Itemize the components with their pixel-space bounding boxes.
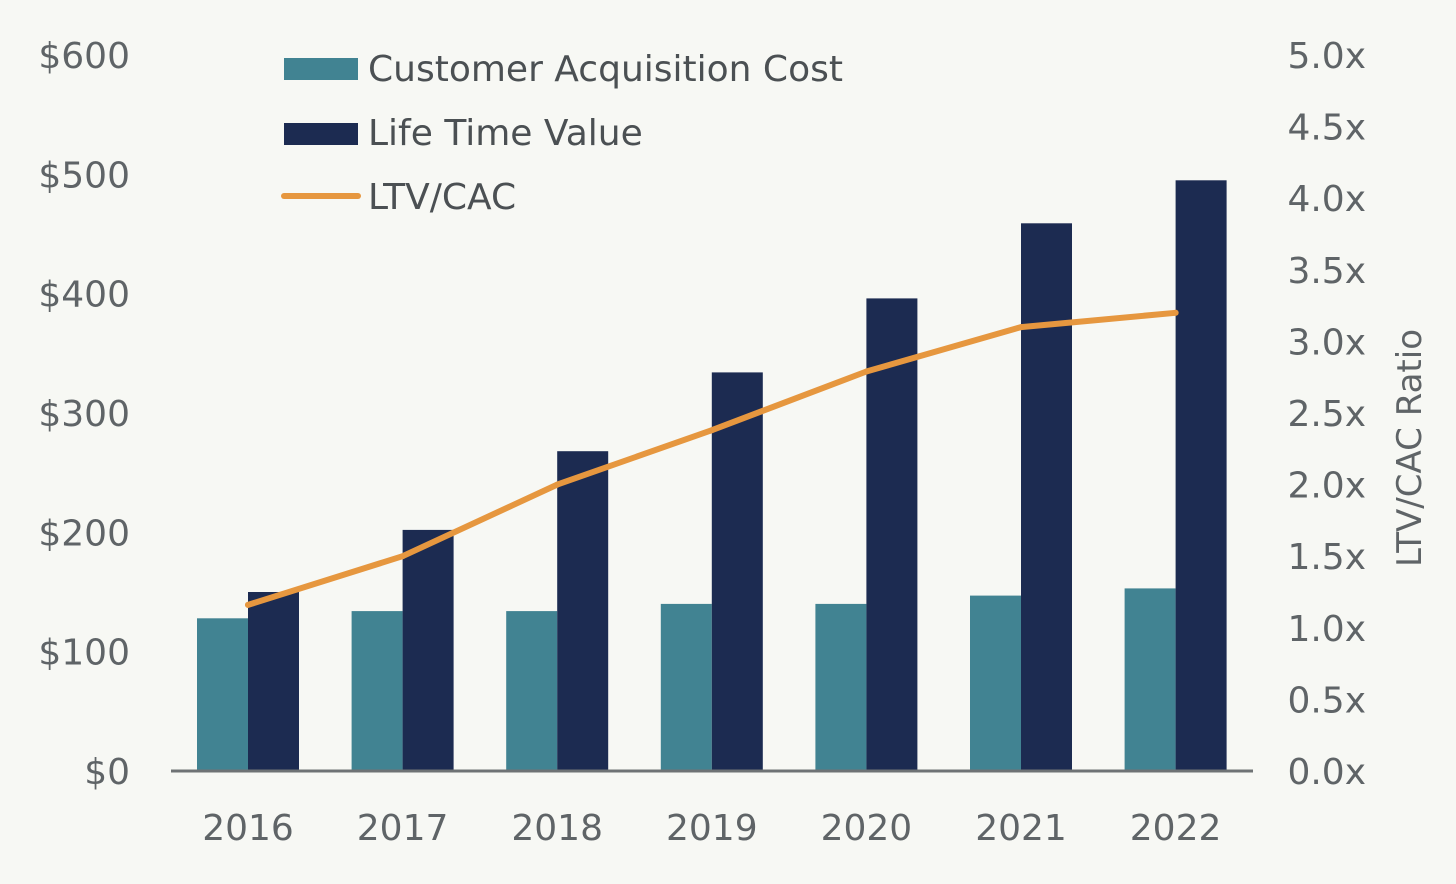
left-tick-label: $400	[38, 275, 130, 316]
x-tick-label-2019: 2019	[666, 808, 758, 849]
bar-cac-2020	[815, 603, 867, 771]
left-tick-label: $200	[38, 513, 130, 554]
right-tick-label: 2.5x	[1287, 394, 1366, 435]
x-tick-label-2022: 2022	[1130, 808, 1222, 849]
left-tick-label: $600	[38, 36, 130, 77]
right-tick-label: 0.5x	[1287, 680, 1366, 721]
legend-swatch-cac	[284, 58, 358, 80]
x-tick-label-2018: 2018	[511, 808, 603, 849]
right-tick-label: 3.5x	[1287, 251, 1366, 292]
right-tick-label: 1.5x	[1287, 537, 1366, 578]
bar-ltv-2020	[866, 298, 918, 771]
ltv-cac-point-2017	[399, 553, 406, 560]
x-tick-label-2016: 2016	[202, 808, 294, 849]
x-tick-label-2020: 2020	[821, 808, 913, 849]
right-axis-title: LTV/CAC Ratio	[1390, 329, 1430, 567]
bar-cac-2018	[506, 611, 558, 771]
left-axis-ticks: $0 $100 $200 $300 $400 $500 $600	[38, 36, 130, 793]
line-layer	[245, 309, 1179, 608]
right-tick-label: 0.0x	[1287, 752, 1366, 793]
legend-label-ratio: LTV/CAC	[368, 177, 516, 218]
left-tick-label: $300	[38, 394, 130, 435]
ltv-cac-point-2019	[708, 427, 715, 434]
bar-ltv-2022	[1175, 180, 1227, 772]
bar-cac-2021	[970, 595, 1021, 771]
x-axis-ticks: 2016 2017 2018 2019 2020 2021 2022	[202, 808, 1221, 849]
bar-cac-2016	[197, 618, 248, 771]
right-tick-label: 5.0x	[1287, 36, 1366, 77]
ltv-cac-point-2021	[1018, 324, 1024, 331]
right-tick-label: 2.0x	[1287, 466, 1366, 507]
right-tick-label: 4.5x	[1287, 108, 1366, 149]
bar-cac-2017	[351, 611, 403, 771]
ltv-cac-point-2018	[554, 481, 561, 488]
bar-ltv-2021	[1021, 223, 1072, 772]
left-tick-label: $100	[38, 633, 130, 674]
bar-cac-2019	[660, 603, 712, 771]
legend-swatch-ltv	[284, 123, 358, 145]
bar-cac-2022	[1124, 588, 1176, 771]
legend: Customer Acquisition Cost Life Time Valu…	[281, 49, 843, 218]
bars-layer	[197, 180, 1227, 772]
left-tick-label: $500	[38, 155, 130, 196]
bar-ltv-2019	[711, 372, 763, 771]
ltv-cac-point-2016	[245, 601, 251, 608]
right-axis-ticks: 0.0x 0.5x 1.0x 1.5x 2.0x 2.5x 3.0x 3.5x 4.0x 4.5x…	[1287, 36, 1366, 793]
bar-ltv-2018	[557, 451, 609, 771]
right-tick-label: 1.0x	[1287, 609, 1366, 650]
bar-ltv-2017	[402, 529, 454, 771]
x-tick-label-2017: 2017	[357, 808, 449, 849]
legend-label-ltv: Life Time Value	[368, 113, 643, 154]
bar-ltv-2016	[248, 592, 299, 771]
ltv-cac-point-2020	[863, 368, 870, 375]
right-tick-label: 3.0x	[1287, 322, 1366, 363]
legend-label-cac: Customer Acquisition Cost	[368, 49, 843, 90]
left-tick-label: $0	[84, 752, 130, 793]
ltv-cac-point-2022	[1172, 309, 1179, 316]
x-tick-label-2021: 2021	[975, 808, 1067, 849]
right-tick-label: 4.0x	[1287, 179, 1366, 220]
